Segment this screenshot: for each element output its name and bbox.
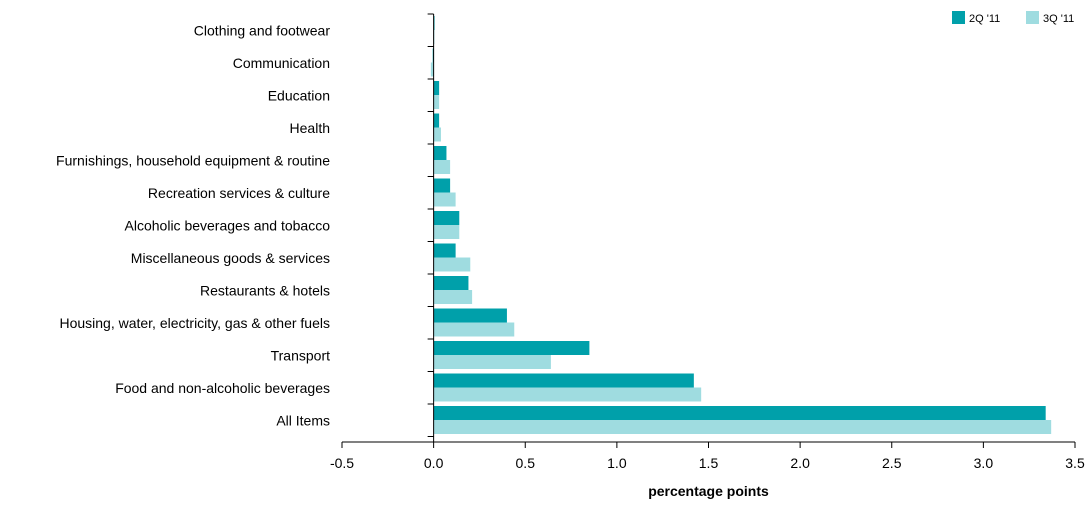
category-label: Housing, water, electricity, gas & other… — [59, 315, 330, 331]
category-label: Miscellaneous goods & services — [131, 250, 330, 266]
category-label: Education — [268, 87, 330, 103]
bar-series-2 — [433, 257, 471, 272]
bar-series-1 — [433, 276, 469, 290]
category-label: Food and non-alcoholic beverages — [115, 380, 330, 396]
bar-series-1 — [433, 243, 456, 258]
bar-series-1 — [433, 341, 590, 355]
bar-series-1 — [433, 81, 440, 95]
category-label: Transport — [271, 347, 331, 363]
category-label: All Items — [276, 412, 330, 428]
bar-series-1 — [433, 146, 447, 160]
bar-series-2 — [433, 355, 551, 369]
bar-series-2 — [433, 322, 515, 337]
category-label: Communication — [233, 55, 330, 71]
bar-series-2 — [433, 420, 1052, 434]
legend-label-1: 2Q '11 — [969, 13, 1000, 25]
bar-series-1 — [433, 308, 507, 323]
bar-series-2 — [433, 225, 460, 239]
bar-series-1 — [433, 178, 451, 193]
bar-series-2 — [430, 62, 434, 77]
category-label: Clothing and footwear — [194, 22, 331, 38]
bar-series-1 — [433, 406, 1046, 420]
bar-series-2 — [433, 160, 451, 174]
x-tick-label: -0.5 — [330, 455, 354, 471]
x-tick-label: 3.0 — [974, 455, 994, 471]
bar-series-1 — [433, 211, 460, 225]
x-tick-label: 3.5 — [1065, 455, 1085, 471]
x-tick-label: 1.5 — [699, 455, 719, 471]
legend-swatch-1 — [952, 11, 965, 24]
x-tick-label: 1.0 — [607, 455, 627, 471]
x-tick-label: 0.0 — [424, 455, 444, 471]
category-label: Restaurants & hotels — [200, 282, 330, 298]
bar-series-1 — [433, 113, 440, 128]
x-axis-title: percentage points — [648, 483, 769, 499]
category-label: Alcoholic beverages and tobacco — [125, 217, 331, 233]
category-label: Furnishings, household equipment & routi… — [56, 152, 330, 168]
legend-label-2: 3Q '11 — [1043, 13, 1074, 25]
x-tick-label: 2.0 — [790, 455, 810, 471]
bar-series-2 — [433, 95, 440, 109]
bar-series-2 — [433, 387, 702, 402]
legend-swatch-2 — [1026, 11, 1039, 24]
bar-series-2 — [433, 192, 456, 207]
bar-series-2 — [433, 127, 441, 142]
bar-series-1 — [433, 373, 694, 388]
bar-series-2 — [433, 290, 473, 304]
category-label: Health — [290, 120, 330, 136]
x-tick-label: 2.5 — [882, 455, 902, 471]
x-tick-label: 0.5 — [516, 455, 536, 471]
category-label: Recreation services & culture — [148, 185, 330, 201]
